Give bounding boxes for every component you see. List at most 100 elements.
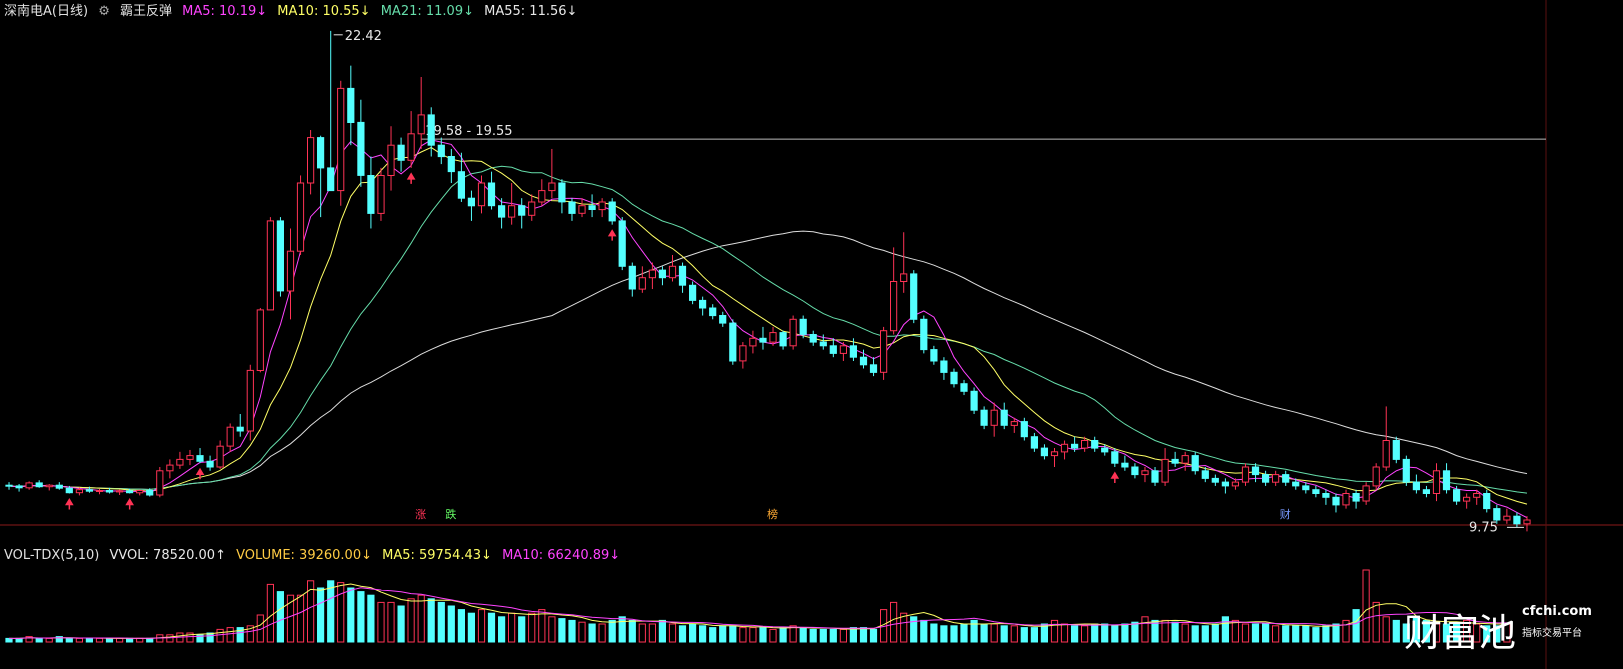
candle	[638, 266, 646, 293]
candle	[226, 423, 234, 452]
volume-bar	[357, 591, 365, 643]
candle	[347, 65, 355, 146]
candle-body	[246, 369, 254, 432]
volume-bar	[116, 637, 124, 643]
candle-body	[146, 490, 154, 496]
candle-body	[186, 455, 194, 460]
candle	[95, 488, 104, 495]
gear-icon[interactable]: ⚙	[98, 4, 110, 19]
candle	[990, 402, 998, 437]
candle-body	[266, 220, 274, 311]
candle	[829, 338, 837, 358]
candle-body	[1422, 489, 1431, 495]
candle-body	[1020, 421, 1028, 438]
volume-bar	[45, 637, 53, 643]
candle-body	[1352, 493, 1360, 502]
candle-body	[1101, 447, 1109, 453]
candle-body	[910, 273, 918, 320]
candle	[970, 387, 978, 414]
candle	[588, 194, 596, 218]
candle-body	[568, 201, 576, 214]
candle-body	[1131, 466, 1139, 476]
candle-body	[839, 345, 847, 354]
volume-bar	[1442, 623, 1451, 643]
volume-bar	[216, 628, 224, 643]
candle-body	[1463, 496, 1471, 502]
candle-body	[1292, 481, 1300, 487]
candle-body	[1493, 508, 1501, 521]
candle	[176, 451, 184, 469]
candle	[1251, 463, 1260, 483]
candle-body	[1071, 443, 1079, 449]
candle-body	[980, 409, 988, 426]
candle-body	[347, 87, 355, 123]
candle	[126, 488, 134, 494]
candle	[930, 345, 938, 365]
candle	[296, 175, 305, 255]
volume-bar	[1322, 625, 1330, 643]
candle-body	[648, 269, 656, 279]
candle	[55, 482, 63, 490]
candle-body	[477, 182, 486, 207]
volume-bar	[337, 582, 345, 643]
candle	[146, 488, 154, 497]
volume-bar	[538, 609, 546, 643]
candle	[1272, 470, 1280, 486]
volume-bar	[920, 619, 928, 643]
volume-bar	[1342, 619, 1350, 643]
candle-body	[206, 460, 214, 468]
event-mark: 榜	[767, 507, 778, 521]
volume-bar	[508, 612, 516, 643]
volume-bar	[1493, 625, 1501, 643]
candle	[1241, 463, 1250, 486]
volume-bar	[95, 637, 104, 643]
volume-bar	[307, 580, 315, 643]
volume-bar	[1412, 616, 1421, 643]
volume-bar	[55, 636, 63, 643]
candle	[427, 107, 435, 157]
ma10-readout: MA10: 10.55↓	[277, 4, 371, 19]
volume-bar	[578, 621, 586, 643]
candle	[739, 342, 747, 369]
candle-body	[15, 485, 23, 489]
signal-arrow	[195, 467, 205, 480]
candle-body	[1312, 489, 1320, 495]
vol-title[interactable]: VOL-TDX(5,10)	[4, 548, 100, 563]
candle-body	[1121, 462, 1129, 468]
candle-body	[1272, 474, 1280, 483]
candle-body	[759, 337, 767, 343]
candle-body	[116, 490, 124, 493]
volume-bar	[437, 601, 445, 643]
candle-body	[1060, 443, 1069, 453]
volume-bar	[487, 612, 496, 643]
volume-bar	[1101, 623, 1109, 643]
candle	[377, 167, 385, 221]
volume-bar	[1221, 616, 1230, 643]
volume-bar	[1473, 623, 1481, 643]
candle	[1262, 470, 1270, 486]
stock-name[interactable]: 深南电A(日线)	[4, 4, 89, 19]
vol-ma10-line	[9, 587, 1507, 639]
candle-body	[55, 484, 63, 489]
candle-body	[598, 201, 606, 211]
candle-body	[5, 484, 13, 487]
candle	[256, 307, 264, 373]
volume-bar	[799, 627, 807, 643]
candle	[1432, 463, 1441, 502]
volume-bar	[65, 637, 73, 643]
indicator-name[interactable]: 霸王反弹	[119, 4, 172, 19]
volume-bar	[1020, 627, 1028, 643]
vvol-readout: VVOL: 78520.00↑	[109, 548, 226, 563]
volume-bar	[528, 612, 536, 643]
candle-body	[498, 205, 506, 218]
candle-body	[940, 360, 948, 373]
candle	[779, 330, 787, 350]
candle	[1010, 417, 1018, 433]
candle-body	[990, 409, 998, 426]
candle-body	[678, 265, 687, 286]
candle-body	[105, 490, 114, 493]
candle-body	[407, 133, 415, 161]
volume-bar	[1453, 623, 1461, 643]
candle-body	[970, 390, 978, 411]
